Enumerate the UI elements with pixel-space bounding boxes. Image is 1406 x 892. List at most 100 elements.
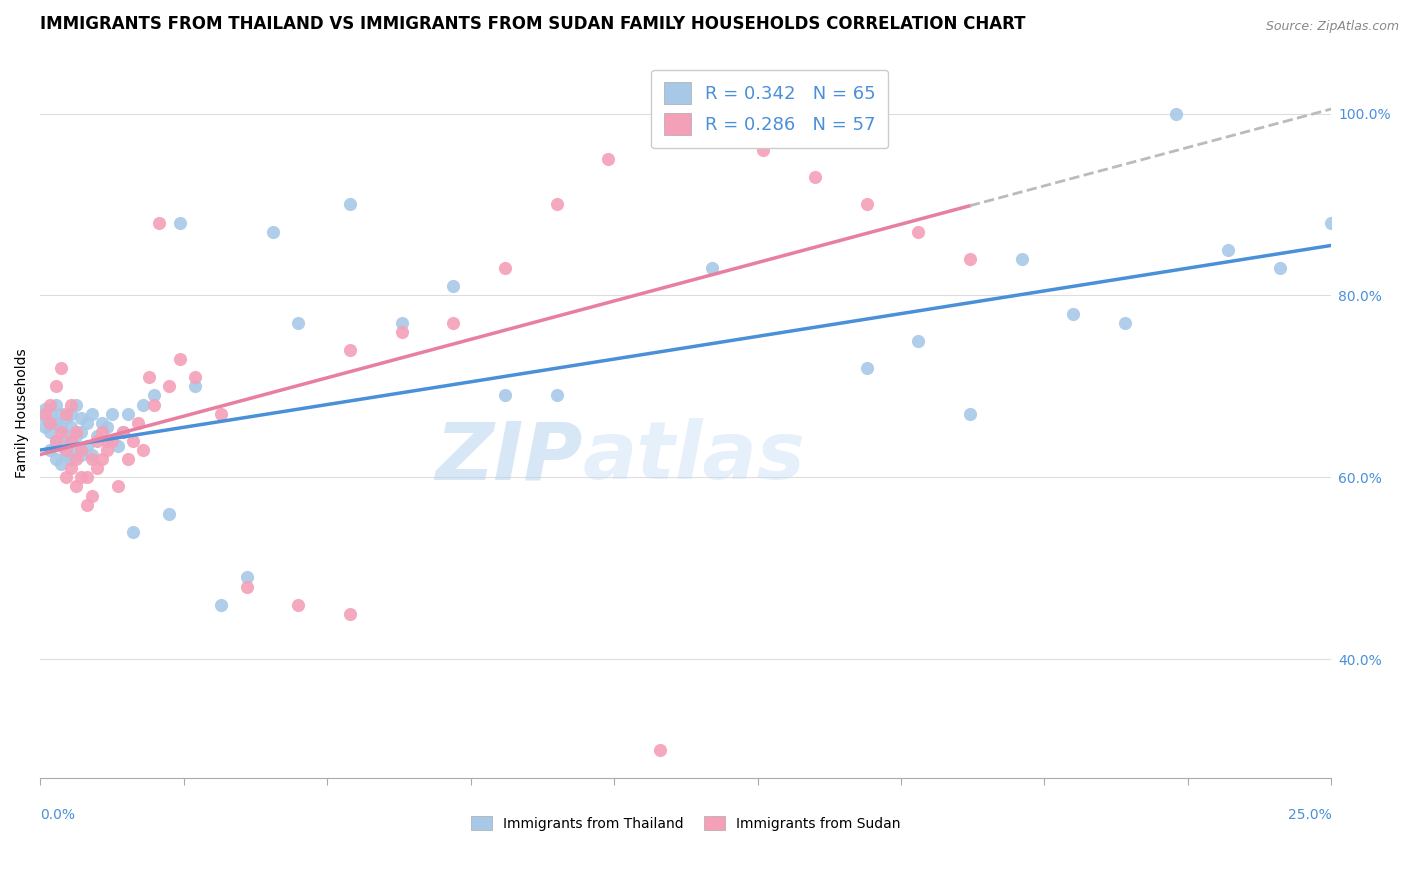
Point (60, 434, 83, 448)
Point (80, 452, 103, 467)
Point (598, 152, 620, 166)
Point (45, 452, 67, 467)
Point (122, 434, 145, 448)
Point (648, 743, 671, 757)
Point (60, 420, 83, 434)
Point (1216, 243, 1239, 257)
Point (391, 316, 413, 330)
Point (391, 325, 413, 339)
Point (138, 370, 160, 384)
Point (34, 411, 56, 425)
Point (107, 438, 129, 452)
Point (169, 216, 191, 230)
Text: Source: ZipAtlas.com: Source: ZipAtlas.com (1265, 20, 1399, 33)
Text: ZIP: ZIP (434, 418, 582, 496)
Point (1114, 316, 1136, 330)
Point (39, 416, 62, 430)
Point (148, 216, 170, 230)
Point (209, 407, 232, 421)
Point (34, 420, 56, 434)
Point (65, 452, 87, 467)
Point (49, 438, 72, 452)
Point (117, 407, 139, 421)
Point (804, 170, 827, 185)
Point (142, 388, 165, 402)
Point (855, 361, 877, 376)
Point (111, 425, 134, 439)
Point (132, 443, 155, 458)
Point (1011, 252, 1033, 266)
Point (60, 407, 83, 421)
Point (45, 434, 67, 448)
Point (39, 443, 62, 458)
Point (70, 411, 93, 425)
Point (76, 416, 98, 430)
Point (60, 452, 83, 467)
Point (107, 479, 129, 493)
Point (39, 425, 62, 439)
Point (49, 361, 72, 376)
Point (184, 370, 207, 384)
Point (1166, 106, 1188, 120)
Point (117, 452, 139, 467)
Point (262, 225, 284, 239)
Point (55, 407, 77, 421)
Point (45, 379, 67, 393)
Text: IMMIGRANTS FROM THAILAND VS IMMIGRANTS FROM SUDAN FAMILY HOUSEHOLDS CORRELATION : IMMIGRANTS FROM THAILAND VS IMMIGRANTS F… (41, 15, 1025, 33)
Point (49, 407, 72, 421)
Point (49, 420, 72, 434)
Point (70, 443, 93, 458)
Point (209, 598, 232, 612)
Point (122, 524, 145, 539)
Point (76, 438, 98, 452)
Point (184, 379, 207, 393)
Point (169, 352, 191, 367)
Point (70, 470, 93, 484)
Point (287, 598, 309, 612)
Point (86, 434, 108, 448)
Point (91, 416, 114, 430)
Point (1062, 307, 1084, 321)
Point (91, 452, 114, 467)
Point (86, 429, 108, 443)
Point (235, 580, 257, 594)
Point (546, 197, 568, 211)
Point (96, 434, 118, 448)
Point (60, 398, 83, 412)
Point (65, 429, 87, 443)
Point (39, 416, 62, 430)
Point (60, 461, 83, 475)
Point (49, 457, 72, 471)
Text: 0.0%: 0.0% (41, 808, 75, 822)
Point (34, 402, 56, 417)
Point (96, 420, 118, 434)
Point (55, 411, 77, 425)
Y-axis label: Family Households: Family Households (15, 349, 30, 478)
Point (235, 570, 257, 584)
Point (91, 425, 114, 439)
Point (80, 448, 103, 462)
Point (132, 398, 155, 412)
Point (127, 416, 149, 430)
Point (157, 507, 180, 521)
Point (76, 498, 98, 512)
Point (339, 607, 361, 621)
Point (45, 416, 67, 430)
Point (546, 388, 568, 402)
Point (65, 425, 87, 439)
Point (287, 316, 309, 330)
Point (34, 407, 56, 421)
Point (55, 448, 77, 462)
Point (65, 398, 87, 412)
Point (55, 470, 77, 484)
Point (494, 388, 516, 402)
Point (441, 316, 464, 330)
Point (855, 197, 877, 211)
Point (45, 398, 67, 412)
Point (65, 479, 87, 493)
Point (55, 429, 77, 443)
Point (1320, 216, 1343, 230)
Point (441, 279, 464, 293)
Point (907, 334, 929, 348)
Point (700, 261, 723, 276)
